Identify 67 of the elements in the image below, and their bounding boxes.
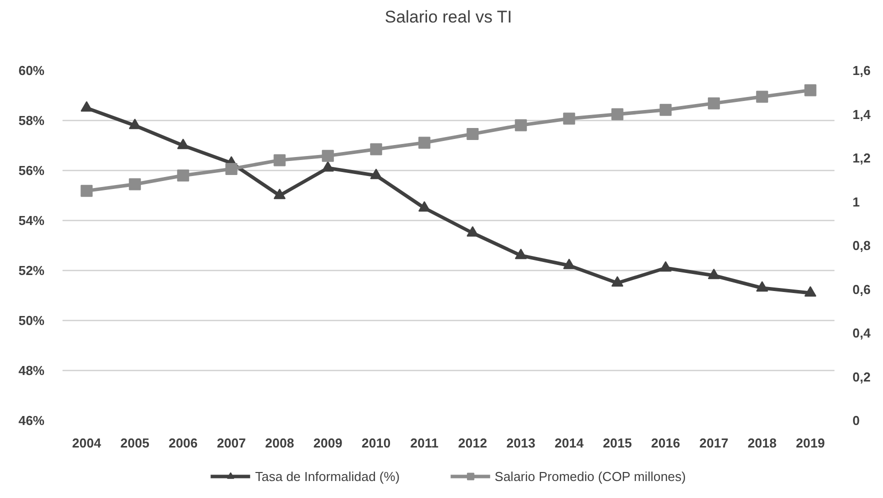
point: [370, 143, 382, 156]
y-tick-label: 46%: [18, 413, 45, 428]
x-tick-label: 2011: [410, 436, 438, 450]
y-tick-label: 50%: [18, 313, 45, 328]
point: [177, 170, 190, 182]
x-tick-label: 2010: [362, 436, 391, 450]
point: [804, 286, 816, 297]
x-tick-label: 2013: [506, 436, 536, 450]
chart-title: Salario real vs TI: [384, 8, 512, 26]
x-tick-label: 2016: [651, 436, 680, 450]
y2-tick-label: 0,2: [852, 369, 871, 384]
point: [660, 104, 672, 116]
x-tick-label: 2014: [554, 436, 584, 450]
y-tick-label: 48%: [18, 363, 45, 378]
y2-tick-label: 1,4: [852, 106, 872, 122]
point: [80, 184, 93, 197]
point: [370, 168, 382, 180]
point: [756, 281, 768, 292]
x-tick-label: 2006: [168, 436, 198, 450]
y-tick-label: 60%: [18, 63, 45, 78]
legend-label: Salario Promedio (COP millones): [494, 468, 686, 484]
point: [225, 162, 238, 175]
point: [322, 161, 334, 172]
y2-tick-label: 0,6: [852, 282, 871, 297]
x-tick-label: 2018: [748, 436, 777, 450]
y2-tick-label: 1,6: [852, 63, 871, 78]
point: [466, 128, 479, 140]
point: [418, 136, 430, 149]
x-tick-label: 2012: [458, 436, 488, 450]
point: [128, 178, 141, 190]
y2-tick-label: 1: [852, 194, 860, 210]
x-tick-label: 2007: [216, 436, 246, 450]
point: [177, 138, 190, 150]
point: [611, 276, 624, 287]
y-tick-label: 52%: [18, 263, 45, 278]
legend-label: Tasa de Informalidad (%): [255, 468, 400, 484]
y2-tick-label: 1,2: [852, 150, 871, 166]
x-tick-label: 2004: [72, 436, 102, 450]
point: [80, 101, 93, 112]
x-tick-label: 2005: [120, 436, 150, 450]
point: [611, 108, 624, 120]
y-tick-label: 54%: [18, 213, 45, 228]
point: [418, 201, 430, 212]
point: [660, 261, 672, 272]
point: [708, 97, 720, 110]
y2-tick-label: 0,8: [852, 238, 871, 253]
point: [274, 154, 286, 166]
point: [804, 84, 816, 96]
point: [708, 268, 720, 280]
y2-tick-label: 0: [852, 413, 860, 428]
point: [322, 150, 334, 162]
x-tick-label: 2015: [602, 436, 632, 450]
x-tick-label: 2009: [313, 436, 342, 450]
y-tick-label: 56%: [18, 163, 45, 178]
y-tick-label: 58%: [18, 113, 45, 128]
x-tick-label: 2017: [699, 436, 728, 450]
point: [563, 112, 576, 125]
point: [128, 118, 141, 130]
point: [756, 90, 768, 103]
point: [563, 258, 576, 270]
x-tick-label: 2008: [265, 436, 294, 450]
x-tick-label: 2019: [796, 436, 825, 450]
y2-tick-label: 0,4: [852, 326, 872, 340]
point: [466, 226, 479, 237]
point: [514, 119, 527, 132]
point: [274, 188, 286, 200]
point: [514, 248, 527, 260]
